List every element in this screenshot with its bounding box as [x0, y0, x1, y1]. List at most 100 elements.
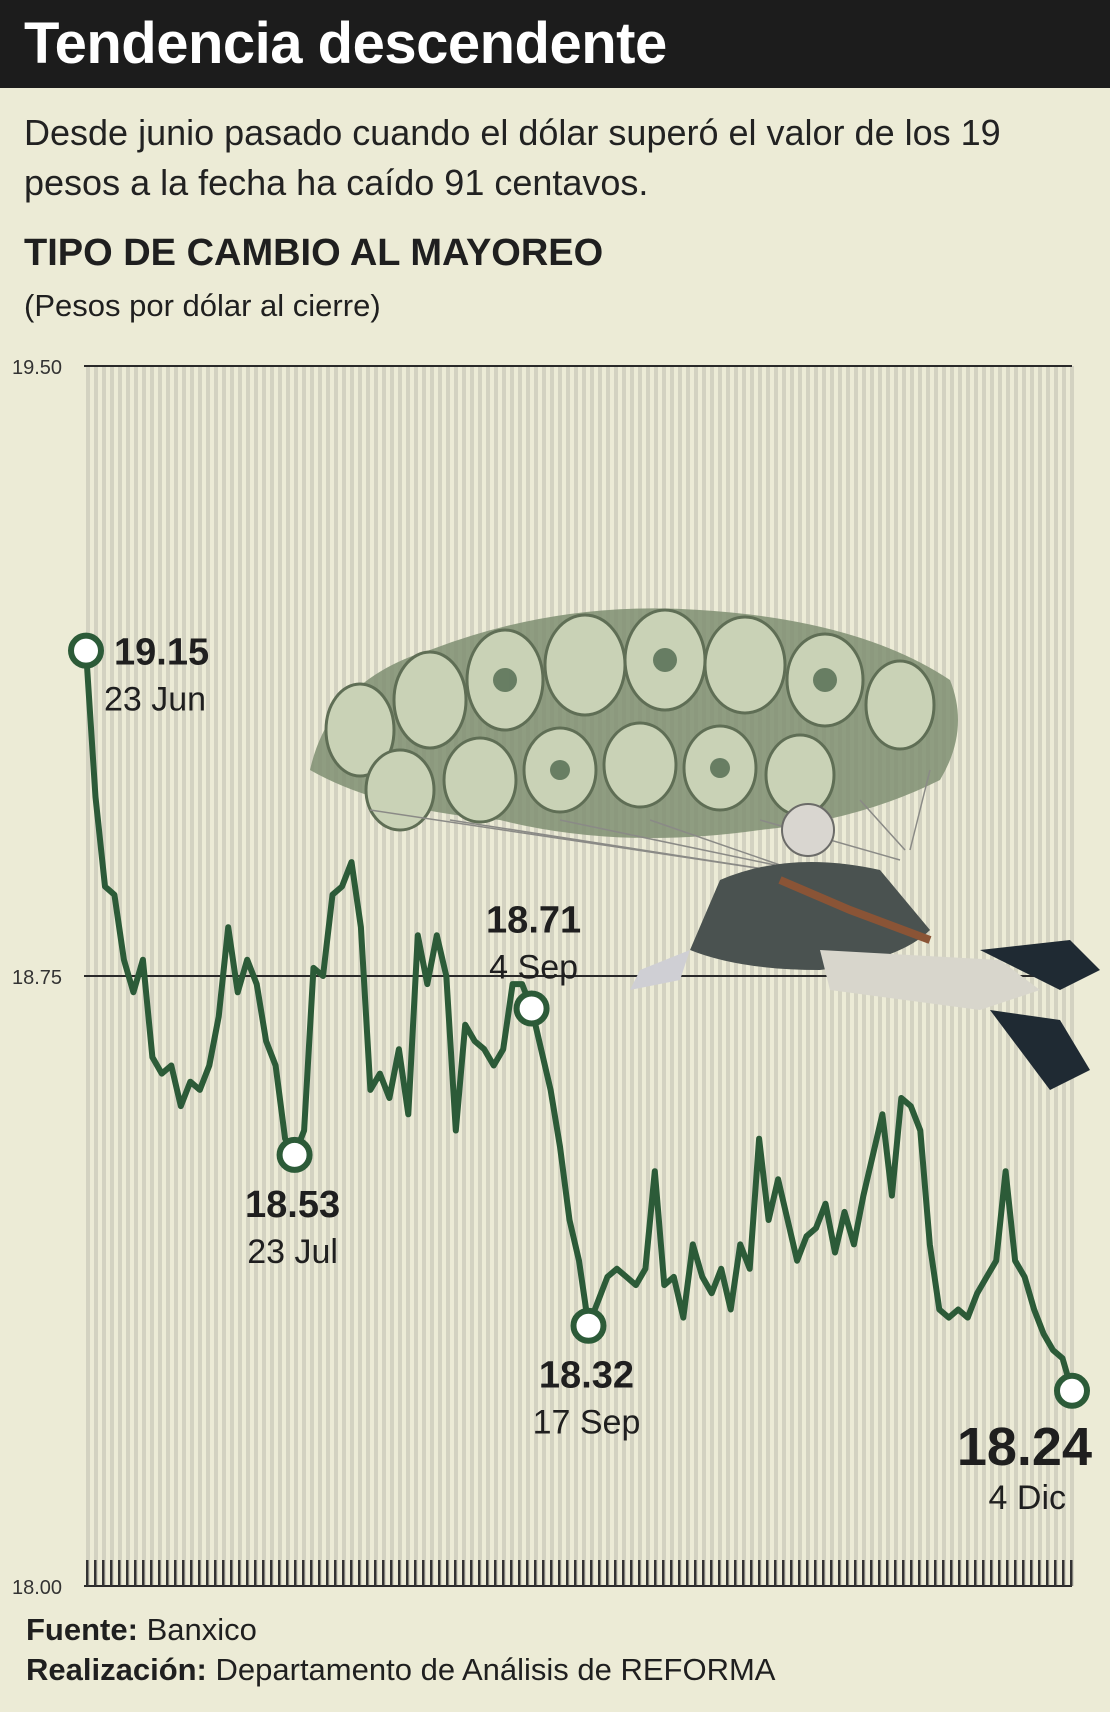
baseline-tick	[102, 1560, 105, 1586]
data-point	[112, 892, 117, 897]
baseline-tick	[782, 1560, 785, 1586]
baseline-tick	[766, 1560, 769, 1586]
data-point	[396, 1047, 401, 1052]
data-point	[595, 1299, 600, 1304]
baseline-tick	[1046, 1560, 1049, 1586]
page-subtitle: Desde junio pasado cuando el dólar super…	[24, 112, 1001, 203]
data-point	[501, 1047, 506, 1052]
baseline-tick	[1022, 1560, 1025, 1586]
baseline-tick	[302, 1560, 305, 1586]
baseline-tick	[406, 1560, 409, 1586]
data-point	[197, 1087, 202, 1092]
baseline-tick	[742, 1560, 745, 1586]
data-point	[652, 1169, 657, 1174]
chart-unit: (Pesos por dólar al cierre)	[24, 288, 381, 323]
annotation-value: 18.71	[486, 900, 581, 942]
data-point	[700, 1274, 705, 1279]
baseline-tick	[350, 1560, 353, 1586]
data-point	[823, 1201, 828, 1206]
baseline-tick	[398, 1560, 401, 1586]
baseline-tick	[662, 1560, 665, 1586]
baseline-tick	[366, 1560, 369, 1586]
baseline-tick	[614, 1560, 617, 1586]
data-point	[624, 1274, 629, 1279]
baseline-tick	[918, 1560, 921, 1586]
baseline-tick	[294, 1560, 297, 1586]
exchange-rate-chart: 19.50 18.75 18.00	[12, 357, 1100, 1599]
data-point	[1003, 1169, 1008, 1174]
data-point	[1022, 1274, 1027, 1279]
baseline-tick	[894, 1560, 897, 1586]
baseline-tick	[454, 1560, 457, 1586]
data-point	[140, 957, 145, 962]
baseline-tick	[150, 1560, 153, 1586]
data-point	[226, 925, 231, 930]
baseline-tick	[670, 1560, 673, 1586]
data-point	[273, 1063, 278, 1068]
title-bar: Tendencia descendente	[0, 0, 1110, 88]
baseline-tick	[558, 1560, 561, 1586]
baseline-tick	[318, 1560, 321, 1586]
baseline-tick	[526, 1560, 529, 1586]
baseline-tick	[638, 1560, 641, 1586]
data-point	[539, 1047, 544, 1052]
baseline-tick	[470, 1560, 473, 1586]
data-point	[757, 1136, 762, 1141]
data-point	[121, 957, 126, 962]
data-point	[102, 884, 107, 889]
data-point	[463, 1022, 468, 1027]
baseline-ticks	[86, 1560, 1073, 1586]
baseline-tick	[374, 1560, 377, 1586]
data-point	[254, 982, 259, 987]
data-point	[605, 1274, 610, 1279]
baseline-tick	[86, 1560, 89, 1586]
data-point	[358, 925, 363, 930]
baseline-tick	[846, 1560, 849, 1586]
annotation-date: 4 Sep	[489, 949, 578, 987]
baseline-tick	[654, 1560, 657, 1586]
data-point	[339, 884, 344, 889]
data-point	[842, 1209, 847, 1214]
baseline-tick	[598, 1560, 601, 1586]
data-point	[870, 1152, 875, 1157]
data-point	[681, 1315, 686, 1320]
baseline-tick	[990, 1560, 993, 1586]
data-point	[472, 1039, 477, 1044]
baseline-tick	[830, 1560, 833, 1586]
data-point	[614, 1266, 619, 1271]
data-point	[747, 1266, 752, 1271]
annotation-date: 23 Jul	[247, 1233, 338, 1271]
data-point	[1060, 1356, 1065, 1361]
data-point	[207, 1063, 212, 1068]
baseline-tick	[238, 1560, 241, 1586]
data-point	[1041, 1331, 1046, 1336]
data-point	[169, 1063, 174, 1068]
data-point	[444, 974, 449, 978]
baseline-tick	[190, 1560, 193, 1586]
baseline-tick	[574, 1560, 577, 1586]
baseline-tick	[134, 1560, 137, 1586]
data-point	[434, 933, 439, 938]
data-point	[975, 1291, 980, 1296]
baseline-tick	[382, 1560, 385, 1586]
credit-label: Realización:	[26, 1652, 207, 1687]
baseline-tick	[1030, 1560, 1033, 1586]
data-point	[899, 1096, 904, 1100]
data-point	[567, 1218, 572, 1222]
data-point	[159, 1071, 164, 1076]
y-tick-label: 19.50	[12, 357, 62, 379]
data-point	[491, 1063, 496, 1068]
baseline-tick	[622, 1560, 625, 1586]
baseline-tick	[118, 1560, 121, 1586]
data-point	[150, 1055, 155, 1060]
source-label: Fuente:	[26, 1612, 138, 1647]
baseline-tick	[198, 1560, 201, 1586]
baseline-tick	[606, 1560, 609, 1586]
annotation-marker	[276, 1136, 313, 1173]
data-point	[785, 1218, 790, 1222]
baseline-tick	[214, 1560, 217, 1586]
annotation-value: 18.24	[957, 1417, 1092, 1477]
baseline-tick	[174, 1560, 177, 1586]
baseline-tick	[910, 1560, 913, 1586]
source-line: Fuente: Banxico	[26, 1612, 257, 1648]
